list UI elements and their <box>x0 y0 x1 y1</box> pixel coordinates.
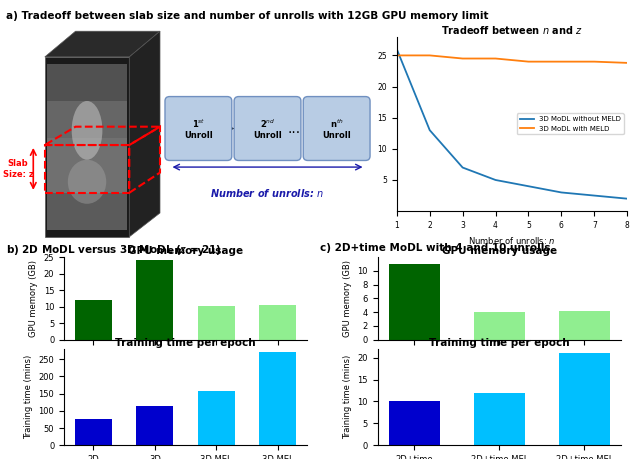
Y-axis label: Training time (mins): Training time (mins) <box>24 355 33 439</box>
Bar <box>198 391 235 445</box>
Bar <box>75 420 112 445</box>
Text: 1$^{st}$
Unroll: 1$^{st}$ Unroll <box>184 117 212 140</box>
FancyBboxPatch shape <box>303 96 370 161</box>
Title: Training time per epoch: Training time per epoch <box>115 338 256 348</box>
Text: b) 2D MoDL versus 3D MoDL ($z$ = 21): b) 2D MoDL versus 3D MoDL ($z$ = 21) <box>6 243 222 257</box>
Line: 3D MoDL with MELD: 3D MoDL with MELD <box>397 56 627 63</box>
3D MoDL without MELD <box>492 177 499 183</box>
Title: Tradeoff between $n$ and $z$: Tradeoff between $n$ and $z$ <box>441 24 583 36</box>
Bar <box>259 305 296 340</box>
X-axis label: Number of unrolls: $n$: Number of unrolls: $n$ <box>468 235 556 246</box>
3D MoDL with MELD <box>623 60 631 66</box>
Legend: 3D MoDL without MELD, 3D MoDL with MELD: 3D MoDL without MELD, 3D MoDL with MELD <box>517 113 624 134</box>
Polygon shape <box>129 31 160 237</box>
Title: GPU memory usage: GPU memory usage <box>128 246 243 256</box>
Ellipse shape <box>68 160 106 204</box>
Y-axis label: GPU memory (GB): GPU memory (GB) <box>29 260 38 337</box>
Y-axis label: GPU memory (GB): GPU memory (GB) <box>343 260 352 337</box>
Bar <box>559 311 610 340</box>
FancyBboxPatch shape <box>165 96 232 161</box>
Bar <box>259 353 296 445</box>
3D MoDL without MELD <box>557 190 565 195</box>
Polygon shape <box>47 138 127 193</box>
3D MoDL with MELD <box>591 59 598 64</box>
3D MoDL with MELD <box>426 53 433 58</box>
Text: Number of unrolls: $n$: Number of unrolls: $n$ <box>211 187 324 199</box>
3D MoDL with MELD <box>557 59 565 64</box>
Polygon shape <box>47 64 127 101</box>
Ellipse shape <box>72 101 102 160</box>
Text: a) Tradeoff between slab size and number of unrolls with 12GB GPU memory limit: a) Tradeoff between slab size and number… <box>6 11 489 22</box>
Bar <box>136 406 173 445</box>
Line: 3D MoDL without MELD: 3D MoDL without MELD <box>397 49 627 199</box>
Polygon shape <box>47 101 127 138</box>
Title: Training time per epoch: Training time per epoch <box>429 338 570 348</box>
3D MoDL without MELD <box>623 196 631 202</box>
3D MoDL with MELD <box>393 53 401 58</box>
Bar <box>474 312 525 340</box>
Text: Slab
Size: z: Slab Size: z <box>3 159 33 179</box>
Text: ...: ... <box>288 122 301 135</box>
3D MoDL without MELD <box>525 184 532 189</box>
Bar <box>75 300 112 340</box>
Y-axis label: Slab size: $z$: Slab size: $z$ <box>361 100 372 148</box>
Bar <box>198 306 235 340</box>
3D MoDL with MELD <box>525 59 532 64</box>
Polygon shape <box>47 193 127 230</box>
FancyBboxPatch shape <box>234 96 301 161</box>
3D MoDL without MELD <box>459 165 467 170</box>
Bar <box>136 260 173 340</box>
Text: n$^{th}$
Unroll: n$^{th}$ Unroll <box>323 117 351 140</box>
3D MoDL without MELD <box>426 128 433 133</box>
3D MoDL with MELD <box>492 56 499 61</box>
Bar <box>559 353 610 445</box>
Title: GPU memory usage: GPU memory usage <box>442 246 557 256</box>
3D MoDL without MELD <box>393 46 401 52</box>
Text: 2$^{nd}$
Unroll: 2$^{nd}$ Unroll <box>253 117 282 140</box>
Bar <box>388 402 440 445</box>
Bar <box>388 264 440 340</box>
3D MoDL without MELD <box>591 193 598 198</box>
Y-axis label: Training time (mins): Training time (mins) <box>343 355 352 439</box>
3D MoDL with MELD <box>459 56 467 61</box>
Polygon shape <box>45 31 160 57</box>
Polygon shape <box>45 57 129 237</box>
Bar <box>474 392 525 445</box>
Text: c) 2D+time MoDL with 4 and 10 unrolls: c) 2D+time MoDL with 4 and 10 unrolls <box>320 243 550 253</box>
